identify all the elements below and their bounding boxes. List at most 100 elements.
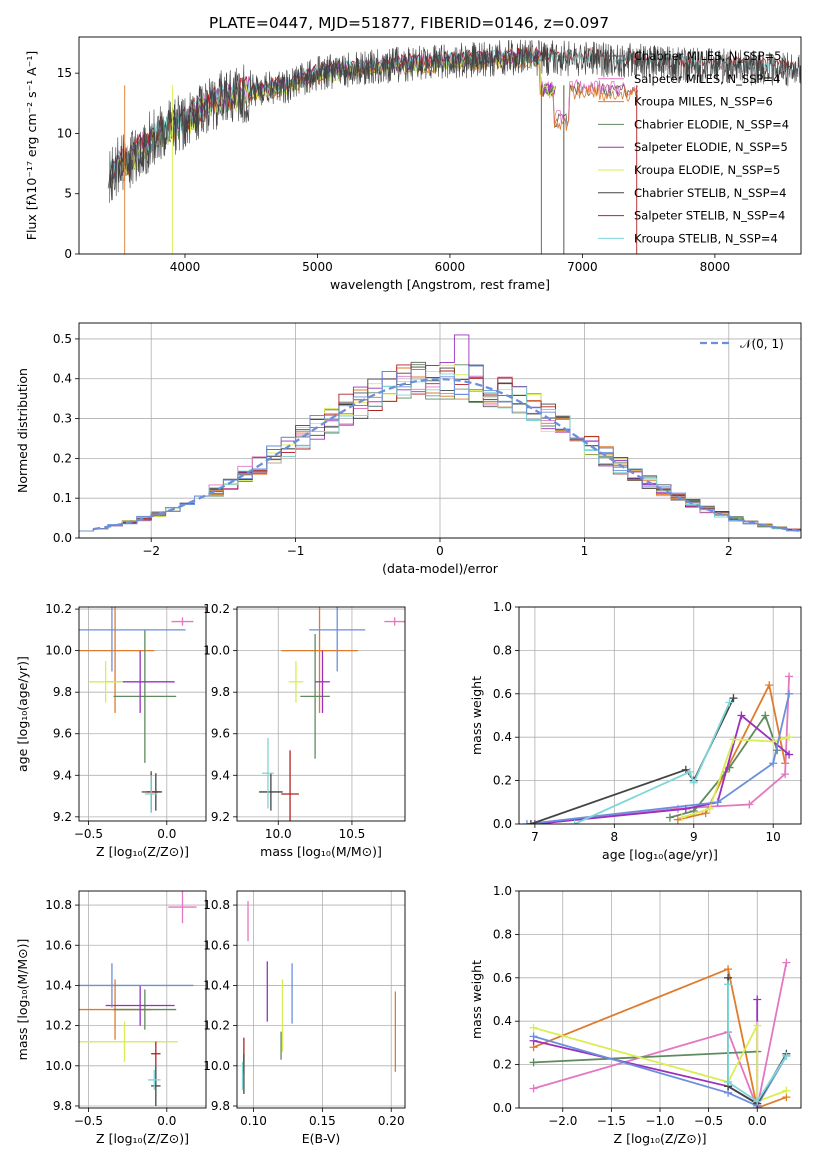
- weight-marker: [761, 711, 770, 720]
- x-tick-label: 9: [690, 830, 698, 844]
- x-axis-label: Z [log₁₀(Z/Z⊙)]: [96, 844, 189, 859]
- x-axis-label: mass [log₁₀(M/M⊙)]: [260, 844, 382, 859]
- plot-area: [241, 901, 397, 1094]
- weight-line: [526, 693, 790, 824]
- y-tick-label: 1.0: [493, 600, 512, 614]
- x-axis-label: wavelength [Angstrom, rest frame]: [330, 277, 550, 292]
- y-tick-label: 10.0: [45, 644, 72, 658]
- figure-title: PLATE=0447, MJD=51877, FIBERID=0146, z=0…: [209, 14, 609, 32]
- y-tick-label: 10: [57, 126, 72, 140]
- y-tick-label: 9.8: [53, 685, 72, 699]
- x-tick-label: 6000: [435, 260, 466, 274]
- legend-label: Kroupa MILES, N_SSP=6: [634, 95, 773, 109]
- x-tick-label: 10.0: [265, 827, 292, 841]
- y-tick-label: 0.2: [493, 774, 512, 788]
- weight-marker: [785, 750, 794, 759]
- weight-marker: [665, 813, 674, 822]
- x-tick-label: 7: [531, 830, 539, 844]
- plot-frame: [78, 322, 802, 539]
- y-tick-label: 0.0: [493, 817, 512, 831]
- y-tick-label: 0.4: [493, 730, 512, 744]
- legend-label: Kroupa STELIB, N_SSP=4: [634, 231, 778, 245]
- y-axis-label: mass weight: [469, 960, 484, 1039]
- weight-marker: [782, 1051, 791, 1060]
- plot-frame: [78, 36, 802, 255]
- y-tick-label: 10.2: [45, 602, 72, 616]
- plot-frame: [78, 606, 207, 822]
- plot-area: [79, 334, 801, 533]
- weight-marker: [729, 694, 738, 703]
- y-tick-label: 0.6: [493, 687, 512, 701]
- y-tick-label: 10.4: [45, 978, 72, 992]
- y-tick-label: 10.2: [45, 1019, 72, 1033]
- plot-frame: [78, 890, 207, 1109]
- weight-marker: [570, 820, 579, 824]
- weight-line: [533, 967, 787, 1108]
- weight-marker: [765, 681, 774, 690]
- plot-area: [107, 39, 801, 254]
- weight-marker: [526, 820, 535, 824]
- spectrum-line: [109, 39, 801, 203]
- weight-marker: [781, 770, 790, 779]
- x-tick-label: 7000: [567, 260, 598, 274]
- plot-area: [529, 958, 791, 1108]
- weight-marker: [729, 735, 738, 744]
- weight-marker: [753, 995, 762, 1004]
- y-tick-label: 10.4: [203, 978, 230, 992]
- x-tick-label: 0.0: [748, 1114, 767, 1128]
- x-axis-label: E(B-V): [302, 1131, 341, 1146]
- weight-marker: [785, 733, 794, 742]
- legend-label: Chabrier STELIB, N_SSP=4: [634, 186, 786, 200]
- weight-line: [727, 984, 788, 1103]
- x-tick-label: 0.15: [309, 1114, 336, 1128]
- y-tick-label: 0.6: [493, 971, 512, 985]
- y-axis-label: mass [log₁₀(M/M⊙)]: [15, 939, 30, 1061]
- x-axis-label: Z [log₁₀(Z/Z⊙)]: [96, 1131, 189, 1146]
- weight-marker: [713, 798, 722, 807]
- y-tick-label: 1.0: [493, 884, 512, 898]
- plot-frame: [236, 890, 406, 1109]
- y-tick-label: 9.8: [53, 1099, 72, 1113]
- y-axis-label: age [log₁₀(age/yr)]: [15, 656, 30, 772]
- weight-line: [534, 676, 790, 824]
- x-tick-label: −1.0: [645, 1114, 674, 1128]
- weight-line: [533, 1050, 758, 1064]
- x-axis-label: (data-model)/error: [382, 561, 499, 576]
- histogram-steps: [79, 365, 801, 532]
- weight-line: [574, 702, 731, 824]
- y-tick-label: 9.4: [211, 768, 230, 782]
- plot-frame: [236, 606, 406, 822]
- y-tick-label: 10.0: [203, 644, 230, 658]
- y-tick-label: 9.4: [53, 768, 72, 782]
- weight-marker: [705, 804, 714, 813]
- weight-marker: [529, 1032, 538, 1041]
- x-tick-label: 8: [611, 830, 619, 844]
- x-axis-label: Z [log₁₀(Z/Z⊙)]: [614, 1131, 707, 1146]
- y-tick-label: 10.0: [45, 1059, 72, 1073]
- y-tick-label: 0.4: [493, 1014, 512, 1028]
- y-axis-label: Normed distribution: [15, 368, 30, 493]
- weight-marker: [785, 672, 794, 681]
- x-tick-label: 10: [766, 830, 781, 844]
- weight-marker: [529, 1023, 538, 1032]
- plot-frame: [518, 890, 802, 1109]
- weight-line: [533, 999, 759, 1106]
- weight-marker: [782, 958, 791, 967]
- x-tick-label: 10.5: [339, 827, 366, 841]
- y-tick-label: 5: [64, 187, 72, 201]
- y-tick-label: 0.8: [493, 927, 512, 941]
- y-tick-label: 10.2: [203, 1019, 230, 1033]
- y-tick-label: 10.0: [203, 1059, 230, 1073]
- weight-marker: [724, 1077, 733, 1086]
- x-tick-label: 0.0: [157, 1114, 176, 1128]
- x-tick-label: −0.5: [74, 827, 103, 841]
- y-tick-label: 9.8: [211, 685, 230, 699]
- y-tick-label: 0.0: [493, 1101, 512, 1115]
- plot-frame: [518, 606, 802, 825]
- y-tick-label: 0.2: [493, 1058, 512, 1072]
- y-tick-label: 15: [57, 66, 72, 80]
- weight-marker: [769, 737, 778, 746]
- weight-marker: [677, 813, 686, 822]
- weight-marker: [724, 980, 733, 989]
